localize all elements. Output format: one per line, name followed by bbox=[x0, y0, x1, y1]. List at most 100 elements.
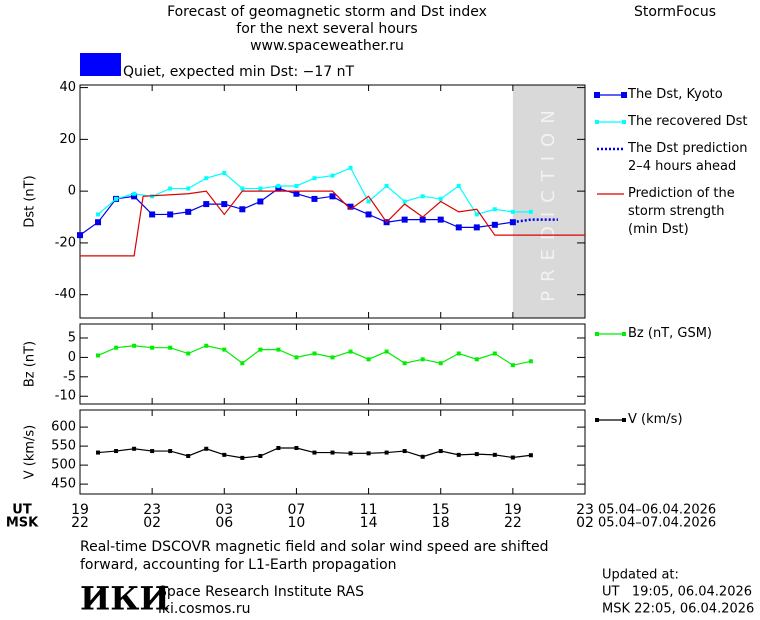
x-tick-label: 11 bbox=[360, 502, 378, 518]
data-point bbox=[384, 450, 389, 455]
data-point bbox=[348, 349, 353, 354]
data-point bbox=[222, 452, 227, 457]
data-point bbox=[311, 195, 318, 202]
legend-marker bbox=[622, 418, 626, 422]
y-tick-label: -5 bbox=[63, 369, 76, 384]
data-point bbox=[221, 201, 228, 208]
data-point bbox=[239, 206, 246, 213]
note: Real-time DSCOVR magnetic field and sola… bbox=[80, 539, 549, 573]
data-point bbox=[474, 212, 479, 217]
y-tick-label: 600 bbox=[51, 420, 76, 435]
legend-marker bbox=[622, 120, 626, 124]
data-point bbox=[474, 452, 479, 457]
data-point bbox=[77, 232, 83, 239]
data-point bbox=[186, 186, 191, 191]
x-tick-label: 18 bbox=[432, 515, 450, 531]
x-tick-label: 22 bbox=[71, 515, 89, 531]
y-tick-label: 550 bbox=[51, 439, 76, 454]
data-point bbox=[528, 359, 533, 364]
data-point bbox=[510, 455, 515, 460]
data-point bbox=[312, 351, 317, 356]
data-point bbox=[492, 351, 497, 356]
legend-marker bbox=[621, 92, 627, 98]
data-point bbox=[492, 452, 497, 457]
data-point bbox=[294, 183, 299, 188]
legend-marker bbox=[622, 332, 626, 336]
updated-ut: UT 19:05, 06.04.2026 bbox=[602, 585, 752, 600]
data-point bbox=[168, 345, 173, 350]
data-point bbox=[456, 452, 461, 457]
data-point bbox=[132, 446, 137, 451]
data-point bbox=[312, 450, 317, 455]
updated-msk: MSK 22:05, 06.04.2026 bbox=[602, 602, 754, 617]
legend-label: The Dst, Kyoto bbox=[628, 87, 723, 102]
status: Quiet, expected min Dst: −17 nT bbox=[123, 64, 355, 80]
y-tick-label: 0 bbox=[68, 184, 76, 199]
y-tick-label: -20 bbox=[55, 235, 76, 250]
title-line: www.spaceweather.ru bbox=[250, 38, 404, 54]
data-point bbox=[473, 224, 480, 231]
data-point bbox=[528, 453, 533, 458]
y-tick-label: 5 bbox=[68, 330, 76, 345]
plot-frame bbox=[79, 323, 586, 405]
y-tick-label: 500 bbox=[51, 458, 76, 473]
data-point bbox=[366, 357, 371, 362]
data-point bbox=[186, 453, 191, 458]
data-point bbox=[132, 343, 137, 348]
data-point bbox=[330, 173, 335, 178]
legend-marker bbox=[595, 120, 599, 124]
data-point bbox=[366, 451, 371, 456]
y-tick-label: 20 bbox=[59, 132, 76, 147]
data-point bbox=[168, 449, 173, 454]
data-point bbox=[528, 209, 533, 214]
data-point bbox=[455, 224, 462, 231]
data-point bbox=[329, 193, 336, 200]
data-point bbox=[401, 216, 408, 223]
data-point bbox=[132, 191, 137, 196]
legend-label: Bz (nT, GSM) bbox=[628, 326, 713, 341]
x-tick-label: 06 bbox=[215, 515, 233, 531]
legend-marker bbox=[595, 418, 599, 422]
data-point bbox=[438, 361, 443, 366]
data-point bbox=[330, 450, 335, 455]
data-point bbox=[474, 357, 479, 362]
y-tick-label: 450 bbox=[51, 477, 76, 492]
data-point bbox=[95, 219, 102, 226]
updated-label: Updated at: bbox=[602, 568, 679, 583]
data-point bbox=[150, 449, 155, 454]
data-point bbox=[437, 216, 444, 223]
site[interactable]: iki.cosmos.ru bbox=[158, 601, 250, 617]
data-point bbox=[240, 361, 245, 366]
data-point bbox=[348, 451, 353, 456]
data-point bbox=[96, 450, 101, 455]
data-point bbox=[222, 171, 227, 176]
data-point bbox=[510, 363, 515, 368]
data-point bbox=[114, 449, 119, 454]
data-point bbox=[131, 193, 138, 200]
data-point bbox=[492, 207, 497, 212]
legend-label: The recovered Dst bbox=[628, 114, 748, 129]
data-point bbox=[347, 203, 354, 210]
data-point bbox=[510, 209, 515, 214]
data-point bbox=[420, 454, 425, 459]
data-point bbox=[168, 186, 173, 191]
legend-label: The Dst prediction 2–4 hours ahead bbox=[628, 141, 748, 174]
data-point bbox=[257, 198, 264, 205]
y-axis-title: Bz (nT) bbox=[23, 341, 38, 387]
data-point bbox=[419, 216, 426, 223]
data-point bbox=[204, 446, 209, 451]
x-tick-label: 02 bbox=[143, 515, 161, 531]
legend-marker bbox=[595, 332, 599, 336]
data-point bbox=[204, 176, 209, 181]
data-point bbox=[420, 357, 425, 362]
prediction-region bbox=[512, 85, 585, 318]
y-axis-title: V (km/s) bbox=[23, 425, 38, 480]
data-point bbox=[294, 355, 299, 360]
y-tick-label: -40 bbox=[55, 287, 76, 302]
y-tick-label: 40 bbox=[59, 80, 76, 95]
data-point bbox=[150, 345, 155, 350]
plot-frame bbox=[79, 409, 586, 495]
prediction-label: PREDICTION bbox=[538, 101, 559, 301]
x-tick-label: 03 bbox=[215, 502, 233, 518]
data-point bbox=[258, 186, 263, 191]
